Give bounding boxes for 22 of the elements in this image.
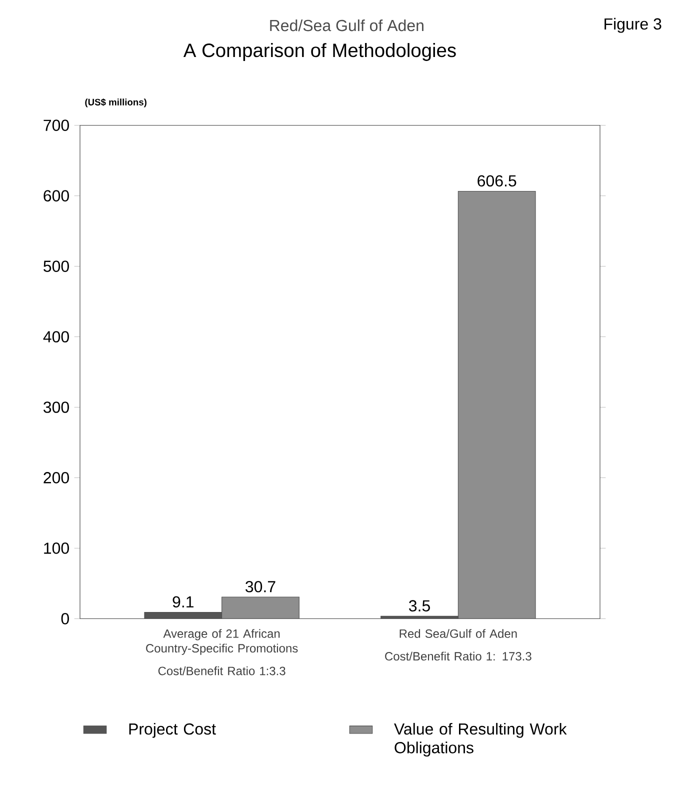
legend-label: Value of Resulting Work Obligations (394, 722, 567, 757)
y-tick-label: 100 (44, 542, 69, 554)
data-label: 606.5 (478, 175, 516, 187)
y-tick-label: 700 (44, 120, 69, 131)
chart-subtitle: Red/Sea Gulf of Aden (270, 19, 424, 32)
x-tick-label: Average of 21 African Country-Specific Promotions (146, 629, 298, 655)
y-tick-label: 500 (44, 260, 69, 272)
chart-title: A Comparison of Methodologies (183, 43, 456, 61)
text: Cost/Benefit Ratio 1:3.3 (158, 666, 286, 676)
x-tick-label: Red Sea/Gulf of Aden (400, 629, 517, 638)
data-label: 30.7 (246, 580, 276, 592)
y-tick-label: 300 (44, 402, 69, 413)
text: Cost/Benefit Ratio 1: 173.3 (385, 652, 532, 661)
y-tick-label: 0 (61, 613, 69, 624)
y-tick-label: 200 (44, 472, 69, 484)
caption: Figure 3 (604, 18, 662, 33)
data-label: 9.1 (172, 596, 194, 608)
legend-label: Project Cost (129, 722, 216, 738)
y-axis-title: (US$ millions) (85, 98, 146, 108)
y-tick-label: 600 (44, 190, 69, 202)
data-label: 3.5 (409, 600, 430, 612)
y-tick-label: 400 (43, 331, 69, 342)
